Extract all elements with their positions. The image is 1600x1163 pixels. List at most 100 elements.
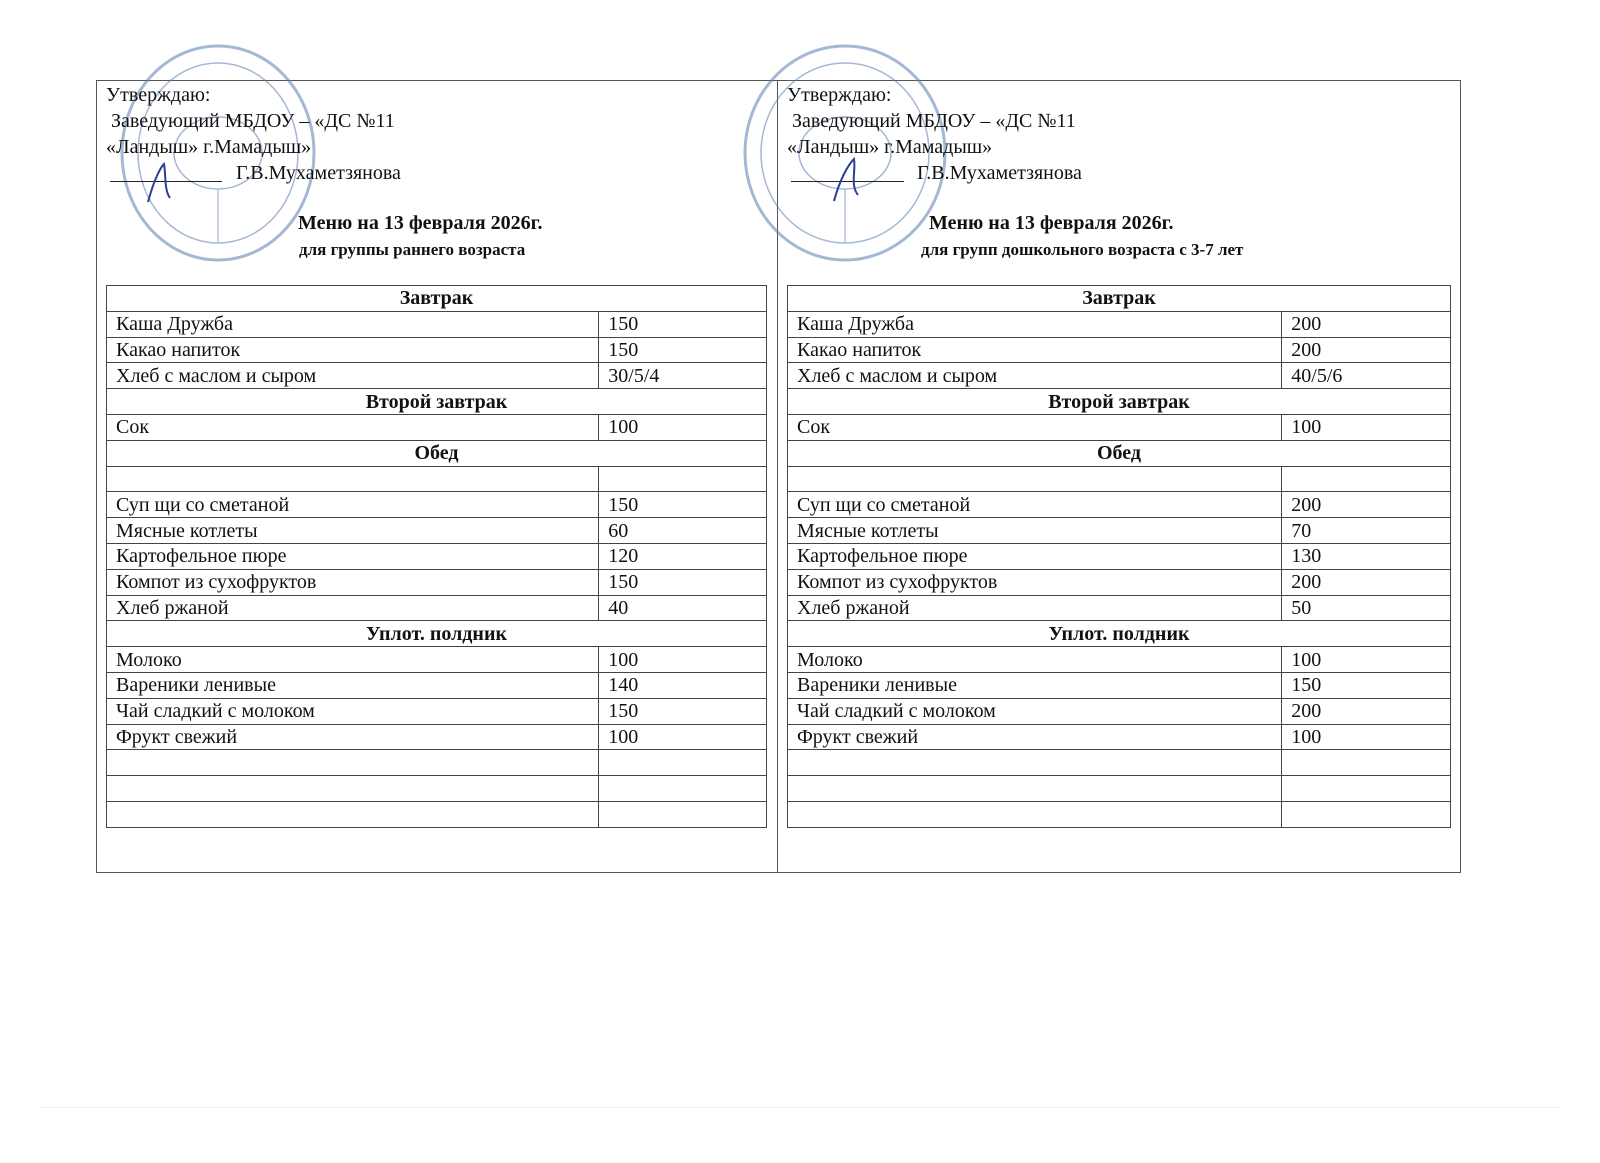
dish-name bbox=[786, 800, 1283, 828]
portion-amount bbox=[598, 800, 767, 828]
dish-row bbox=[105, 775, 767, 802]
dish-name: Суп щи со сметаной bbox=[786, 491, 1283, 519]
menu-title-right: Меню на 13 февраля 2026г. bbox=[929, 212, 1174, 234]
menu-subtitle-right: для групп дошкольного возраста с 3-7 лет bbox=[921, 240, 1244, 259]
dish-row: Компот из сухофруктов 200 bbox=[786, 568, 1451, 596]
dish-name: Вареники ленивые bbox=[105, 671, 600, 699]
dish-name: Сок bbox=[105, 413, 600, 441]
dish-row: Сок 100 bbox=[786, 413, 1451, 441]
dish-row: Компот из сухофруктов 150 bbox=[105, 568, 767, 596]
dish-row bbox=[786, 749, 1451, 777]
dish-row: Фрукт свежий 100 bbox=[105, 723, 767, 751]
meal-section-title: Второй завтрак bbox=[787, 388, 1451, 415]
dish-name: Хлеб с маслом и сыром bbox=[105, 362, 600, 390]
dish-name: Чай сладкий с молоком bbox=[786, 697, 1283, 725]
approval-organization: «Ландыш» г.Мамадыш» bbox=[787, 136, 993, 158]
meal-section-row: Уплот. полдник bbox=[787, 620, 1451, 648]
dish-name: Хлеб ржаной bbox=[786, 594, 1283, 622]
dish-row: Чай сладкий с молоком 200 bbox=[786, 697, 1451, 725]
dish-row: Суп щи со сметаной 150 bbox=[105, 491, 767, 519]
portion-amount: 100 bbox=[598, 723, 767, 751]
portion-amount bbox=[1281, 465, 1451, 493]
dish-name bbox=[105, 749, 600, 777]
dish-row bbox=[105, 465, 767, 493]
dish-row bbox=[786, 800, 1451, 828]
signature-line bbox=[791, 181, 904, 182]
dish-name: Компот из сухофруктов bbox=[105, 568, 600, 596]
dish-row: Молоко 100 bbox=[105, 646, 767, 673]
dish-row: Каша Дружба 200 bbox=[786, 310, 1451, 338]
menu-subtitle-left: для группы раннего возраста bbox=[299, 240, 526, 259]
dish-name: Хлеб ржаной bbox=[105, 594, 600, 622]
dish-name: Хлеб с маслом и сыром bbox=[786, 362, 1283, 390]
dish-name: Картофельное пюре bbox=[105, 542, 600, 570]
dish-name: Молоко bbox=[105, 646, 600, 673]
dish-row: Мясные котлеты 60 bbox=[105, 517, 767, 544]
portion-amount: 150 bbox=[598, 491, 767, 519]
dish-name bbox=[105, 800, 600, 828]
approval-position: Заведующий МБДОУ – «ДС №11 bbox=[106, 110, 395, 132]
dish-row: Фрукт свежий 100 bbox=[786, 723, 1451, 751]
meal-section-row: Завтрак bbox=[787, 285, 1451, 312]
portion-amount: 150 bbox=[598, 336, 767, 364]
dish-name bbox=[786, 465, 1283, 493]
meal-section-row: Уплот. полдник bbox=[106, 620, 767, 648]
dish-name: Фрукт свежий bbox=[105, 723, 600, 751]
dish-row: Какао напиток 200 bbox=[786, 336, 1451, 364]
approval-label: Утверждаю: bbox=[106, 84, 211, 106]
dish-row: Хлеб ржаной 50 bbox=[786, 594, 1451, 622]
portion-amount: 200 bbox=[1281, 491, 1451, 519]
scan-edge bbox=[40, 1107, 1560, 1108]
portion-amount: 120 bbox=[598, 542, 767, 570]
dish-name: Молоко bbox=[786, 646, 1283, 673]
dish-name: Вареники ленивые bbox=[786, 671, 1283, 699]
portion-amount: 40/5/6 bbox=[1281, 362, 1451, 390]
dish-row: Картофельное пюре 120 bbox=[105, 542, 767, 570]
approval-label: Утверждаю: bbox=[787, 84, 892, 106]
dish-name: Какао напиток bbox=[105, 336, 600, 364]
meal-section-title: Обед bbox=[787, 439, 1451, 467]
meal-section-row: Завтрак bbox=[106, 285, 767, 312]
portion-amount: 50 bbox=[1281, 594, 1451, 622]
meal-section-title: Уплот. полдник bbox=[787, 620, 1451, 648]
dish-name: Картофельное пюре bbox=[786, 542, 1283, 570]
dish-row: Молоко 100 bbox=[786, 646, 1451, 673]
dish-row bbox=[105, 800, 767, 828]
dish-name: Каша Дружба bbox=[105, 310, 600, 338]
portion-amount bbox=[598, 465, 767, 493]
dish-name bbox=[105, 775, 600, 802]
portion-amount: 140 bbox=[598, 671, 767, 699]
portion-amount: 40 bbox=[598, 594, 767, 622]
dish-row: Какао напиток 150 bbox=[105, 336, 767, 364]
portion-amount: 200 bbox=[1281, 336, 1451, 364]
dish-row: Сок 100 bbox=[105, 413, 767, 441]
meal-section-title: Второй завтрак bbox=[106, 388, 767, 415]
dish-row: Хлеб с маслом и сыром 40/5/6 bbox=[786, 362, 1451, 390]
dish-name: Фрукт свежий bbox=[786, 723, 1283, 751]
approval-position: Заведующий МБДОУ – «ДС №11 bbox=[787, 110, 1076, 132]
portion-amount: 100 bbox=[598, 646, 767, 673]
meal-section-row: Второй завтрак bbox=[106, 388, 767, 415]
dish-name: Компот из сухофруктов bbox=[786, 568, 1283, 596]
dish-name: Суп щи со сметаной bbox=[105, 491, 600, 519]
dish-row bbox=[786, 465, 1451, 493]
official-stamp-right bbox=[743, 44, 947, 262]
dish-name bbox=[786, 775, 1283, 802]
portion-amount bbox=[1281, 800, 1451, 828]
column-divider bbox=[777, 80, 778, 873]
meal-section-row: Обед bbox=[787, 439, 1451, 467]
dish-row: Каша Дружба 150 bbox=[105, 310, 767, 338]
portion-amount: 100 bbox=[1281, 723, 1451, 751]
dish-row: Вареники ленивые 150 bbox=[786, 671, 1451, 699]
approver-name: Г.В.Мухаметзянова bbox=[917, 162, 1082, 184]
portion-amount bbox=[1281, 749, 1451, 777]
portion-amount: 100 bbox=[598, 413, 767, 441]
portion-amount bbox=[598, 775, 767, 802]
approver-name: Г.В.Мухаметзянова bbox=[236, 162, 401, 184]
portion-amount: 100 bbox=[1281, 413, 1451, 441]
dish-row: Суп щи со сметаной 200 bbox=[786, 491, 1451, 519]
dish-name: Сок bbox=[786, 413, 1283, 441]
meal-section-row: Обед bbox=[106, 439, 767, 467]
portion-amount: 150 bbox=[1281, 671, 1451, 699]
approval-organization: «Ландыш» г.Мамадыш» bbox=[106, 136, 312, 158]
